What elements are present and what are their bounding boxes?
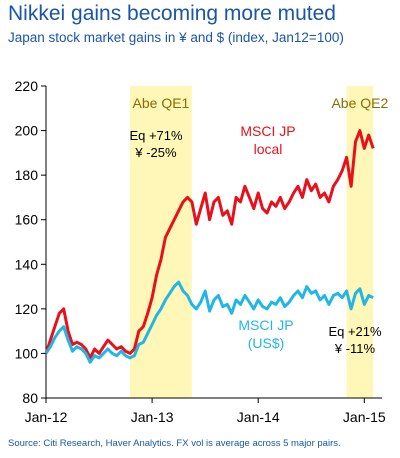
x-tick-label: Jan-12 <box>25 409 68 425</box>
y-tick-label: 80 <box>22 390 38 406</box>
y-tick-label: 180 <box>15 167 39 183</box>
annotation-layer: MSCI JP local MSCI JP (US$) Eq +71% ¥ -25% Eq … <box>129 123 382 356</box>
y-tick-label: 160 <box>15 212 39 228</box>
series-label-1: MSCI JP <box>240 123 295 139</box>
y-tick-label: 200 <box>15 123 39 139</box>
band-label-2: Abe QE2 <box>331 95 388 111</box>
x-tick-label: Jan-15 <box>343 409 386 425</box>
y-tick-label: 220 <box>15 78 39 94</box>
band-annotation-2: ¥ -11% <box>334 341 376 356</box>
band-annotation-1: Eq +71% <box>129 128 183 143</box>
y-tick-label: 140 <box>15 256 39 272</box>
axes-layer: 80 100 120 140 160 180 200 220 Jan-12 Jan-13 Jan-1… <box>15 78 386 425</box>
chart-subtitle: Japan stock market gains in ¥ and $ (ind… <box>8 30 344 45</box>
y-tick-label: 120 <box>15 301 39 317</box>
x-tick-label: Jan-14 <box>237 409 280 425</box>
x-tick-label: Jan-13 <box>131 409 174 425</box>
band-annotation-1: ¥ -25% <box>134 145 177 160</box>
series-line-2 <box>44 280 374 364</box>
series-label-1: local <box>254 141 283 157</box>
band-1 <box>130 86 192 398</box>
y-tick-label: 100 <box>15 345 39 361</box>
series-label-2: (US$) <box>248 335 285 351</box>
band-label-1: Abe QE1 <box>133 95 190 111</box>
series-layer <box>44 129 375 364</box>
series-label-2: MSCI JP <box>238 317 293 333</box>
chart-title: Nikkei gains becoming more muted <box>8 2 336 25</box>
source-note: Source: Citi Research, Haver Analytics. … <box>8 438 341 449</box>
series-line-1 <box>44 129 375 360</box>
band-annotation-2: Eq +21% <box>328 324 382 339</box>
